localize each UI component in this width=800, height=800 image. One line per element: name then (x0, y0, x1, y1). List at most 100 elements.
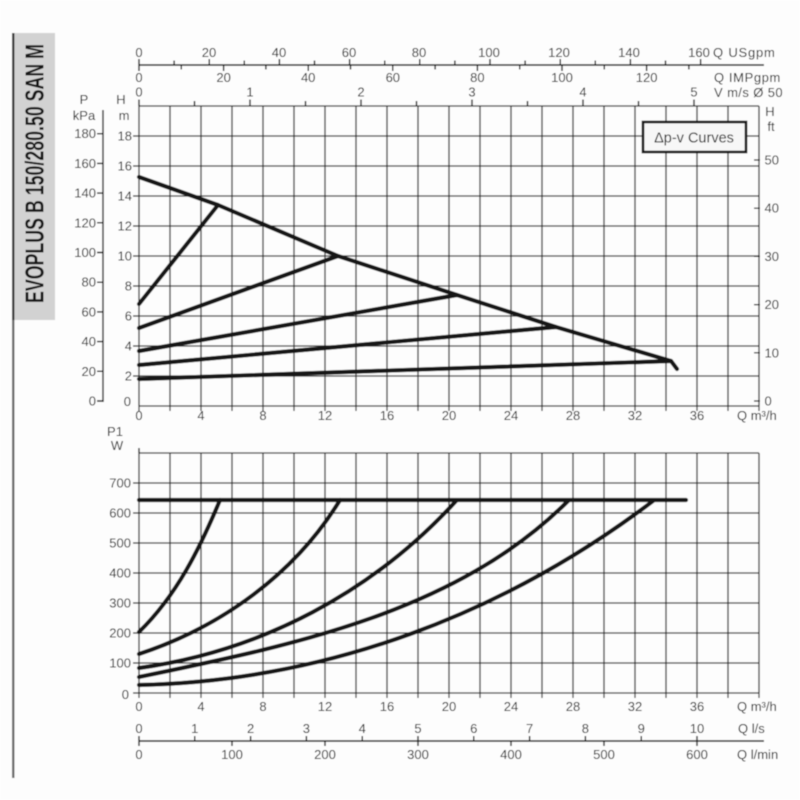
svg-text:28: 28 (566, 699, 580, 714)
svg-text:1: 1 (246, 85, 253, 100)
svg-text:2: 2 (357, 85, 364, 100)
svg-text:4: 4 (197, 699, 204, 714)
svg-text:100: 100 (74, 245, 96, 260)
svg-text:32: 32 (628, 408, 642, 423)
svg-text:1: 1 (191, 721, 198, 736)
svg-text:200: 200 (109, 626, 131, 641)
svg-text:24: 24 (504, 699, 518, 714)
svg-text:10: 10 (765, 345, 779, 360)
svg-text:40: 40 (301, 70, 315, 85)
svg-text:12: 12 (318, 408, 332, 423)
svg-text:Q USgpm: Q USgpm (713, 45, 776, 60)
svg-text:600: 600 (686, 747, 708, 762)
svg-text:80: 80 (470, 70, 484, 85)
svg-text:80: 80 (412, 45, 426, 60)
svg-text:100: 100 (551, 70, 573, 85)
svg-text:4: 4 (125, 339, 132, 354)
svg-text:9: 9 (638, 721, 645, 736)
svg-text:120: 120 (74, 215, 96, 230)
svg-text:5: 5 (414, 721, 421, 736)
svg-text:Q m³/h: Q m³/h (737, 699, 777, 714)
svg-text:4: 4 (359, 721, 366, 736)
svg-text:8: 8 (125, 279, 132, 294)
svg-text:12: 12 (318, 699, 332, 714)
svg-text:40: 40 (272, 45, 286, 60)
svg-text:P: P (80, 92, 89, 107)
svg-text:20: 20 (202, 45, 216, 60)
svg-text:100: 100 (109, 656, 131, 671)
svg-text:8: 8 (582, 721, 589, 736)
svg-text:36: 36 (690, 408, 704, 423)
svg-text:60: 60 (386, 70, 400, 85)
svg-text:0: 0 (135, 747, 142, 762)
svg-text:120: 120 (636, 70, 658, 85)
svg-text:80: 80 (82, 275, 96, 290)
svg-text:Δp-v Curves: Δp-v Curves (654, 131, 734, 147)
svg-text:Q l/min: Q l/min (737, 747, 778, 762)
svg-text:W: W (111, 438, 124, 453)
svg-text:2: 2 (247, 721, 254, 736)
svg-text:8: 8 (259, 699, 266, 714)
svg-text:500: 500 (109, 536, 131, 551)
svg-text:V m/s Ø 50: V m/s Ø 50 (714, 85, 783, 100)
svg-text:160: 160 (688, 45, 710, 60)
svg-text:16: 16 (380, 408, 394, 423)
svg-text:20: 20 (216, 70, 230, 85)
svg-text:6: 6 (125, 309, 132, 324)
svg-text:Q m³/h: Q m³/h (737, 408, 777, 423)
svg-text:EVOPLUS B 150/280.50 SAN M: EVOPLUS B 150/280.50 SAN M (20, 44, 50, 303)
svg-text:140: 140 (74, 186, 96, 201)
svg-text:Q l/s: Q l/s (738, 721, 765, 736)
svg-text:600: 600 (109, 506, 131, 521)
svg-text:7: 7 (526, 721, 533, 736)
svg-text:40: 40 (765, 201, 779, 216)
svg-text:50: 50 (765, 153, 779, 168)
svg-text:0: 0 (135, 721, 142, 736)
svg-text:100: 100 (221, 747, 243, 762)
svg-text:32: 32 (628, 699, 642, 714)
svg-text:0: 0 (135, 45, 142, 60)
svg-text:160: 160 (74, 156, 96, 171)
svg-text:20: 20 (442, 699, 456, 714)
svg-text:0: 0 (124, 394, 131, 409)
svg-text:100: 100 (478, 45, 500, 60)
svg-text:H: H (765, 104, 774, 119)
svg-text:20: 20 (82, 364, 96, 379)
svg-text:60: 60 (342, 45, 356, 60)
svg-text:4: 4 (197, 408, 204, 423)
svg-text:140: 140 (618, 45, 640, 60)
svg-text:0: 0 (135, 70, 142, 85)
svg-text:ft: ft (767, 119, 775, 134)
svg-text:8: 8 (259, 408, 266, 423)
svg-text:200: 200 (314, 747, 336, 762)
svg-text:36: 36 (690, 699, 704, 714)
svg-text:16: 16 (380, 699, 394, 714)
svg-text:3: 3 (468, 85, 475, 100)
svg-text:kPa: kPa (73, 108, 96, 123)
svg-text:400: 400 (500, 747, 522, 762)
svg-text:300: 300 (407, 747, 429, 762)
svg-text:0: 0 (122, 687, 129, 702)
svg-text:0: 0 (765, 394, 772, 409)
svg-text:20: 20 (442, 408, 456, 423)
svg-text:4: 4 (579, 85, 586, 100)
svg-text:16: 16 (118, 159, 132, 174)
svg-text:6: 6 (470, 721, 477, 736)
svg-text:20: 20 (765, 297, 779, 312)
svg-text:14: 14 (118, 189, 132, 204)
svg-text:Q IMPgpm: Q IMPgpm (714, 70, 781, 85)
svg-text:5: 5 (690, 85, 697, 100)
svg-text:400: 400 (109, 566, 131, 581)
svg-text:2: 2 (125, 369, 132, 384)
svg-text:H: H (116, 92, 125, 107)
svg-text:0: 0 (89, 394, 96, 409)
svg-text:24: 24 (504, 408, 518, 423)
svg-text:700: 700 (109, 476, 131, 491)
svg-text:30: 30 (765, 249, 779, 264)
svg-text:0: 0 (135, 85, 142, 100)
svg-text:12: 12 (118, 219, 132, 234)
svg-text:10: 10 (118, 249, 132, 264)
svg-text:40: 40 (82, 334, 96, 349)
svg-text:0: 0 (135, 408, 142, 423)
svg-text:P1: P1 (107, 424, 123, 439)
